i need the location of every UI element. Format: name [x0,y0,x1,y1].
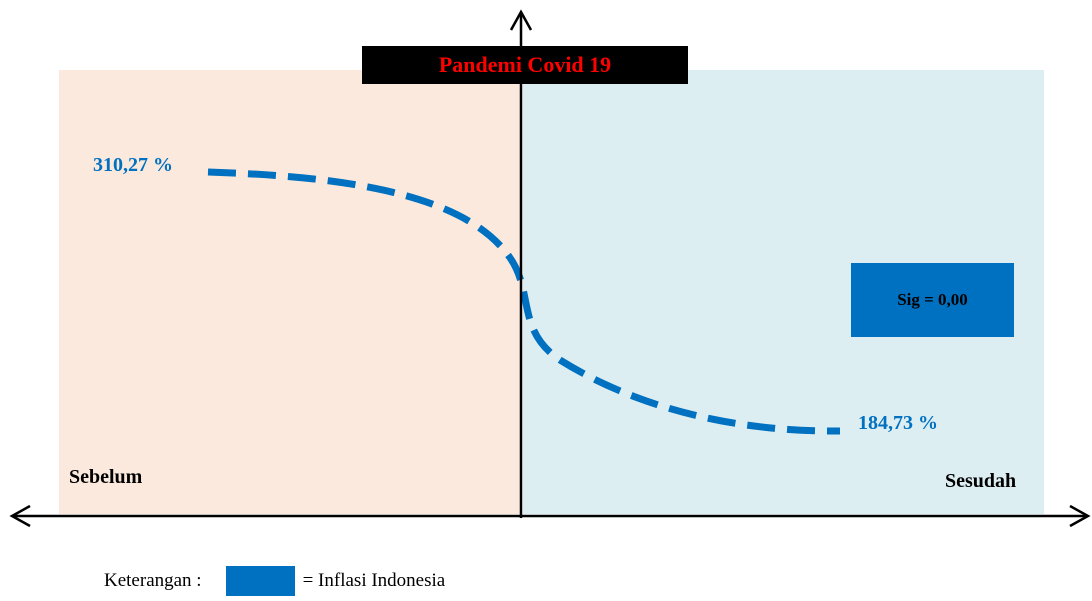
legend: Keterangan : = Inflasi Indonesia [104,566,445,596]
vertical-axis-arrowhead [509,9,533,31]
legend-series-label: = Inflasi Indonesia [302,570,446,591]
significance-box: Sig = 0,00 [851,263,1014,337]
before-period-panel [59,70,521,514]
horizontal-axis-right-arrowhead [1069,504,1091,528]
period-before-label: Sebelum [69,466,143,488]
value-before-label: 310,27 % [93,154,173,176]
period-after-label: Sesudah [945,470,1017,492]
legend-label: Keterangan : [104,570,202,591]
horizontal-axis-left-arrowhead [9,504,31,528]
value-after-label: 184,73 % [858,412,938,434]
pandemic-title: Pandemi Covid 19 [362,46,688,84]
legend-swatch [225,566,295,596]
inflation-curve [207,168,841,435]
